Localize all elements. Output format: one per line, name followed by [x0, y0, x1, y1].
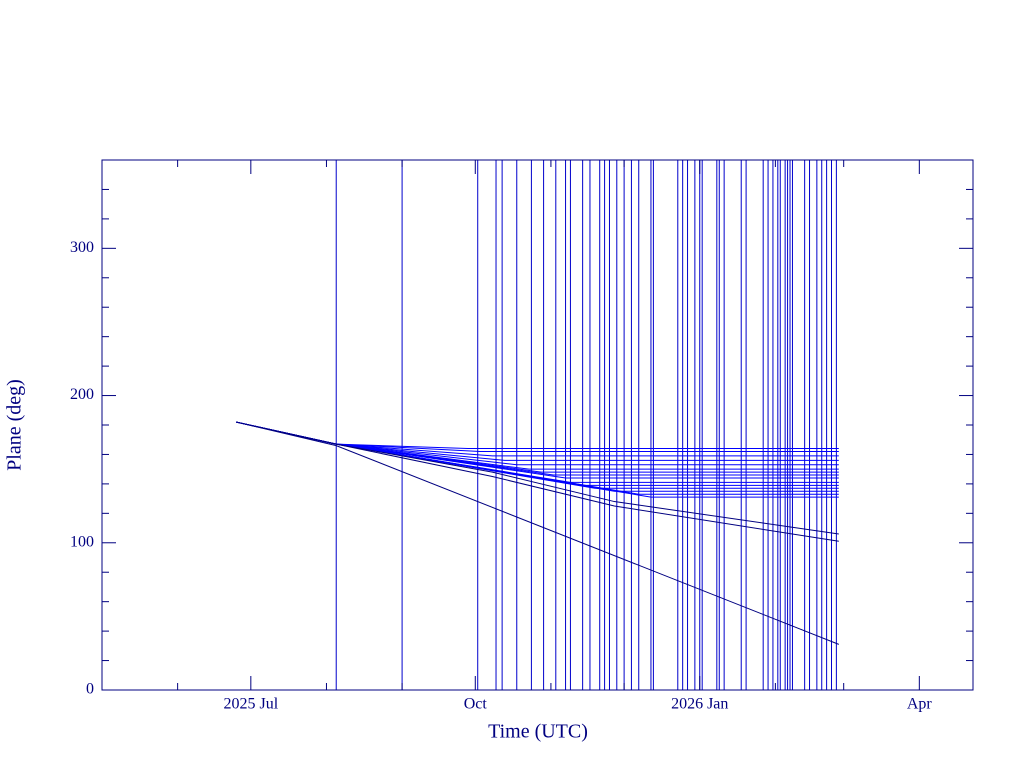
y-tick-label: 0	[86, 681, 94, 698]
data-line	[236, 421, 839, 542]
y-tick-label: 300	[70, 239, 94, 256]
data-line	[236, 421, 839, 492]
x-tick-label: Oct	[464, 696, 488, 713]
y-axis-label: Plane (deg)	[4, 379, 26, 471]
x-axis-label: Time (UTC)	[488, 721, 588, 743]
data-line	[236, 421, 839, 452]
data-line	[236, 421, 839, 486]
data-line	[236, 421, 839, 461]
data-line	[236, 421, 839, 645]
y-tick-label: 100	[70, 533, 94, 550]
x-tick-label: Apr	[907, 696, 933, 713]
data-line	[236, 421, 839, 470]
data-line	[236, 421, 839, 450]
data-line	[236, 421, 839, 498]
x-tick-label: 2026 Jan	[671, 696, 728, 713]
plot-frame	[101, 159, 974, 691]
y-tick-label: 200	[70, 386, 94, 403]
x-tick-label: 2025 Jul	[223, 696, 278, 713]
data-line	[236, 421, 839, 457]
